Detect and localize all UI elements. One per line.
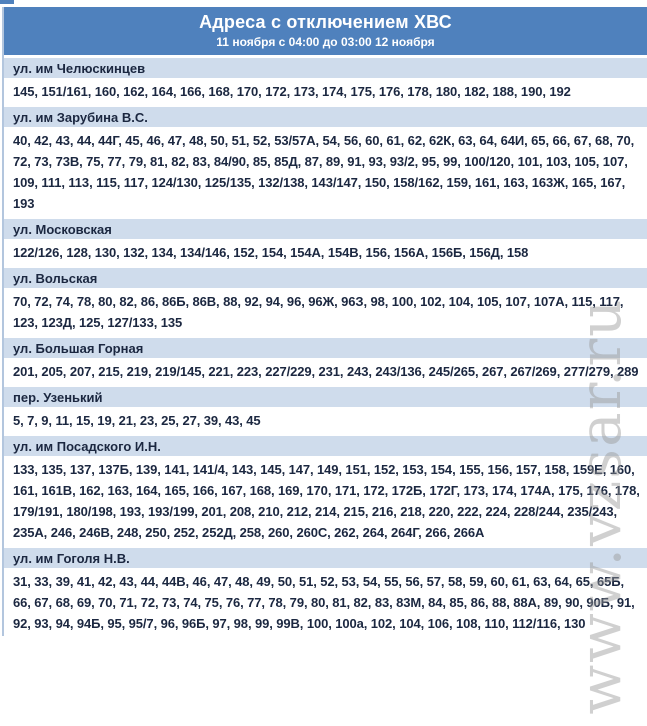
street-name: ул. Большая Горная — [4, 335, 647, 360]
house-numbers: 201, 205, 207, 215, 219, 219/145, 221, 2… — [4, 360, 647, 384]
house-numbers: 31, 33, 39, 41, 42, 43, 44, 44В, 46, 47,… — [4, 570, 647, 636]
street-name: ул. Вольская — [4, 265, 647, 290]
street-section: ул. им Гоголя Н.В. 31, 33, 39, 41, 42, 4… — [4, 545, 647, 636]
outage-date-range: 11 ноября с 04:00 до 03:00 12 ноября — [216, 35, 435, 49]
outage-address-table: Адреса с отключением ХВС 11 ноября с 04:… — [2, 7, 647, 636]
street-section: ул. им Челюскинцев 145, 151/161, 160, 16… — [4, 55, 647, 104]
house-numbers: 70, 72, 74, 78, 80, 82, 86, 86Б, 86В, 88… — [4, 290, 647, 335]
house-numbers: 122/126, 128, 130, 132, 134, 134/146, 15… — [4, 241, 647, 265]
street-name: ул. им Зарубина В.С. — [4, 104, 647, 129]
street-name: ул. Московская — [4, 216, 647, 241]
street-name: ул. им Посадского И.Н. — [4, 433, 647, 458]
top-left-artifact — [0, 0, 14, 4]
page-title: Адреса с отключением ХВС — [199, 12, 452, 32]
table-header: Адреса с отключением ХВС 11 ноября с 04:… — [4, 7, 647, 55]
street-name: ул. им Челюскинцев — [4, 55, 647, 80]
street-name: ул. им Гоголя Н.В. — [4, 545, 647, 570]
house-numbers: 40, 42, 43, 44, 44Г, 45, 46, 47, 48, 50,… — [4, 129, 647, 216]
street-section: ул. им Зарубина В.С. 40, 42, 43, 44, 44Г… — [4, 104, 647, 216]
street-section: пер. Узенький 5, 7, 9, 11, 15, 19, 21, 2… — [4, 384, 647, 433]
house-numbers: 133, 135, 137, 137Б, 139, 141, 141/4, 14… — [4, 458, 647, 545]
street-section: ул. им Посадского И.Н. 133, 135, 137, 13… — [4, 433, 647, 545]
house-numbers: 5, 7, 9, 11, 15, 19, 21, 23, 25, 27, 39,… — [4, 409, 647, 433]
street-section: ул. Московская 122/126, 128, 130, 132, 1… — [4, 216, 647, 265]
street-section: ул. Большая Горная 201, 205, 207, 215, 2… — [4, 335, 647, 384]
house-numbers: 145, 151/161, 160, 162, 164, 166, 168, 1… — [4, 80, 647, 104]
street-name: пер. Узенький — [4, 384, 647, 409]
street-section: ул. Вольская 70, 72, 74, 78, 80, 82, 86,… — [4, 265, 647, 335]
sections: ул. им Челюскинцев 145, 151/161, 160, 16… — [4, 55, 647, 636]
